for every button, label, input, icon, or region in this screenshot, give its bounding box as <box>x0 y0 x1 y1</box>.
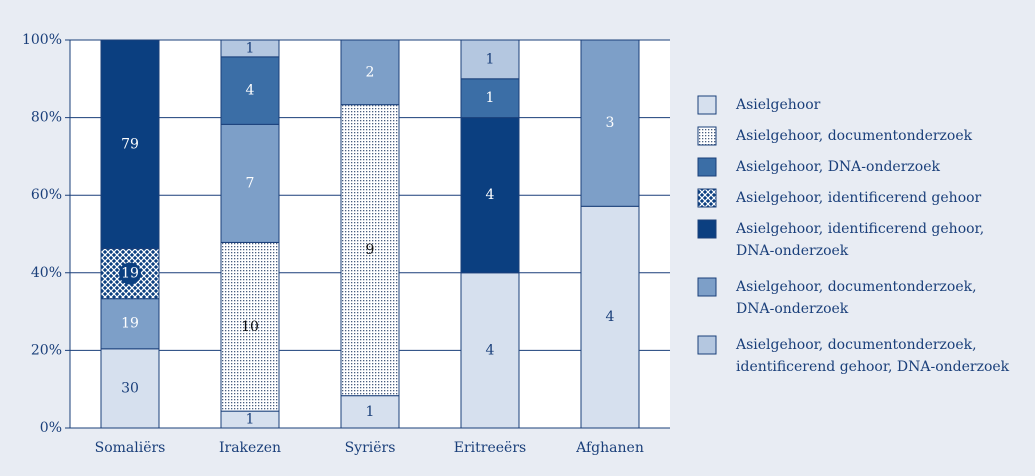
data-label: 7 <box>246 175 255 191</box>
bar-segment <box>340 395 400 429</box>
data-label: 4 <box>486 342 495 358</box>
y-tick-label: 40% <box>31 265 62 281</box>
y-tick-label: 20% <box>31 342 62 358</box>
legend-line: DNA-onderzoek <box>736 301 849 317</box>
bar-segment <box>460 39 520 80</box>
x-tick-label: Somaliërs <box>95 440 166 456</box>
x-tick-label: Afghanen <box>575 440 644 456</box>
data-label: 1 <box>246 412 255 428</box>
legend-swatch <box>697 95 717 115</box>
bar-segment <box>460 117 520 274</box>
legend-swatch <box>697 157 717 177</box>
bar-segment <box>100 39 160 250</box>
legend-line: Asielgehoor, identificerend gehoor, <box>735 221 984 237</box>
x-tick-label: Irakezen <box>219 440 281 456</box>
bar-segment <box>460 78 520 119</box>
bar-segment <box>220 56 280 125</box>
legend-label: Asielgehoor, documentonderzoek, identific… <box>735 337 1010 375</box>
legend-line: Asielgehoor, documentonderzoek, <box>735 279 977 295</box>
data-label: 1 <box>486 90 495 106</box>
y-tick-label: 80% <box>31 110 62 126</box>
data-label: 1 <box>486 51 495 67</box>
legend-label: Asielgehoor, documentonderzoek <box>735 128 973 144</box>
bar-segment <box>220 39 280 58</box>
legend-line: Asielgehoor, DNA-onderzoek <box>735 159 941 175</box>
data-label: 30 <box>121 380 139 396</box>
bar-segment <box>580 39 640 207</box>
legend-line: DNA-onderzoek <box>736 243 849 259</box>
y-tick-label: 60% <box>31 187 62 203</box>
bar-segment <box>340 39 400 106</box>
data-label: 9 <box>366 242 375 258</box>
legend-swatch <box>697 219 717 239</box>
bar-segment <box>460 272 520 429</box>
x-tick-label: Eritreeërs <box>454 440 526 456</box>
x-tick-label: Syriërs <box>345 440 396 456</box>
y-tick-label: 100% <box>22 32 62 48</box>
label-bg <box>119 262 141 285</box>
legend-label: Asielgehoor, identificerend gehoor <box>735 190 982 206</box>
bar-segment <box>100 298 160 350</box>
legend-line: Asielgehoor <box>735 97 821 113</box>
legend-line: identificerend gehoor, DNA-onderzoek <box>736 359 1010 375</box>
legend-line: Asielgehoor, documentonderzoek, <box>735 337 977 353</box>
legend-line: Asielgehoor, documentonderzoek <box>735 128 973 144</box>
bar-segment <box>220 241 280 412</box>
data-label: 4 <box>606 309 615 325</box>
legend-swatch <box>697 277 717 297</box>
data-label: 3 <box>606 115 615 131</box>
data-label: 4 <box>486 187 495 203</box>
y-tick-label: 0% <box>40 420 62 436</box>
legend-swatch <box>697 126 717 146</box>
bar-segment <box>220 123 280 243</box>
data-label: 1 <box>366 404 375 420</box>
legend-label: Asielgehoor <box>735 97 821 113</box>
legend-label: Asielgehoor, identificerend gehoor, DNA-o… <box>735 221 984 259</box>
bar-segment <box>580 205 640 429</box>
legend-swatch <box>697 335 717 355</box>
data-label: 19 <box>121 316 139 332</box>
legend-swatch <box>697 188 717 208</box>
legend-label: Asielgehoor, documentonderzoek, DNA-onder… <box>735 279 977 317</box>
data-label: 79 <box>121 136 139 152</box>
data-label: 1 <box>246 40 255 56</box>
legend-label: Asielgehoor, DNA-onderzoek <box>735 159 941 175</box>
data-label: 2 <box>366 64 375 80</box>
data-label: 19 <box>121 266 139 282</box>
legend-line: Asielgehoor, identificerend gehoor <box>735 190 982 206</box>
data-label: 4 <box>246 83 255 99</box>
data-label: 10 <box>241 319 259 335</box>
